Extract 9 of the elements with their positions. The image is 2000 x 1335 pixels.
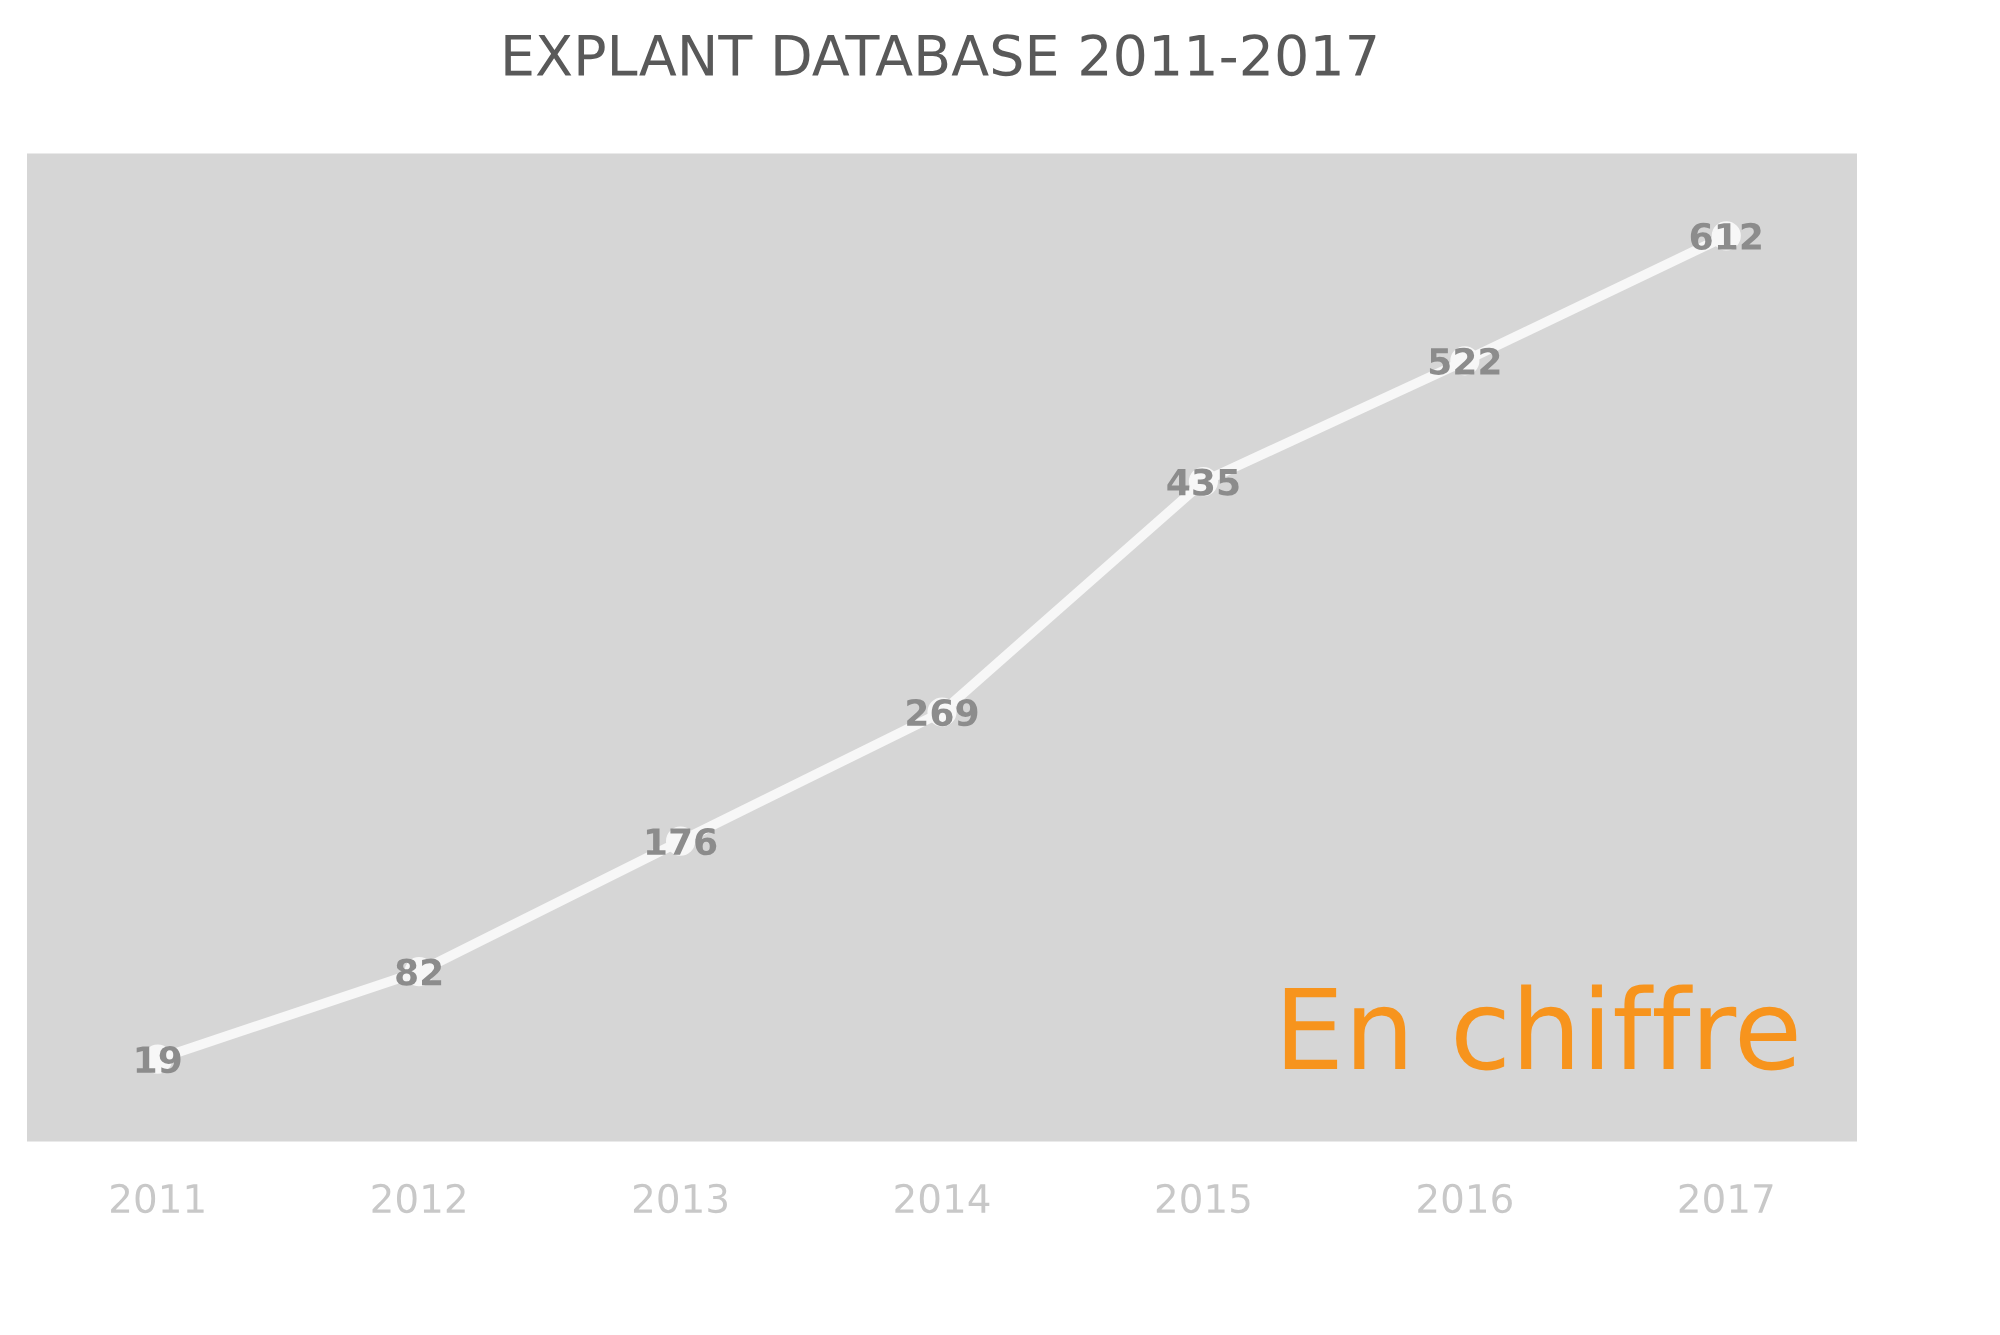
data-label: 82	[396, 958, 442, 986]
data-label: 176	[646, 828, 717, 856]
data-label: 269	[907, 698, 978, 727]
data-label: 435	[1167, 468, 1239, 496]
data-label: 522	[1429, 347, 1500, 376]
annotation: En chiffre	[1284, 984, 1797, 1071]
data-label: 612	[1690, 222, 1761, 251]
chart-title: EXPLANT DATABASE 2011-2017	[505, 34, 1376, 77]
data-label: 19	[136, 1046, 181, 1074]
